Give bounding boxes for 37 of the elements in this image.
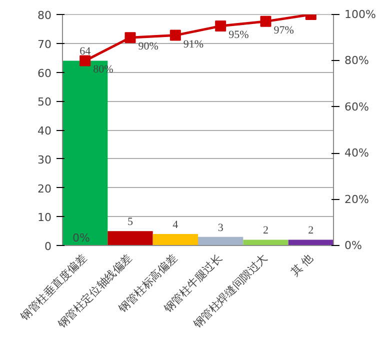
- y-tick-label: 80: [38, 9, 52, 22]
- bar: [152, 234, 198, 246]
- point: [215, 20, 226, 32]
- data-label: 97%: [274, 24, 294, 36]
- y2-tick-label: 0%: [344, 239, 362, 252]
- y2-tick-label: 100%: [344, 8, 376, 21]
- y-tick-label: 0: [44, 240, 52, 253]
- bar: [108, 231, 153, 246]
- data-label: 2: [308, 224, 314, 237]
- point: [260, 16, 272, 27]
- y2-tick-label: 60%: [344, 100, 369, 114]
- y2-tick-label: 80%: [344, 54, 369, 68]
- y-tick-label: 10: [38, 211, 52, 224]
- data-label: 90%: [138, 40, 158, 53]
- y-tick-label: 30: [38, 153, 52, 166]
- data-label: 5: [128, 216, 134, 228]
- annotation: 0%: [72, 232, 90, 244]
- point: [80, 55, 91, 66]
- y2-tick-label: 20%: [344, 192, 369, 206]
- y-tick-label: 50: [38, 96, 52, 109]
- bar: [288, 240, 334, 246]
- data-label: 91%: [183, 38, 204, 50]
- y-tick-label: 20: [38, 182, 52, 196]
- y-tick-label: 40: [38, 124, 52, 138]
- data-label: 64: [80, 46, 92, 58]
- data-label: 2: [263, 224, 268, 237]
- y-tick-label: 70: [38, 38, 52, 51]
- point: [170, 30, 181, 41]
- y-tick-label: 60: [38, 66, 52, 80]
- point: [124, 32, 136, 44]
- data-label: 95%: [228, 29, 249, 42]
- bar: [198, 236, 244, 246]
- data-label: 3: [218, 222, 224, 234]
- y2-tick-label: 40%: [344, 146, 369, 160]
- x-tick-label: 其 他: [288, 252, 316, 278]
- data-label: 4: [172, 218, 179, 231]
- bar: [243, 240, 288, 246]
